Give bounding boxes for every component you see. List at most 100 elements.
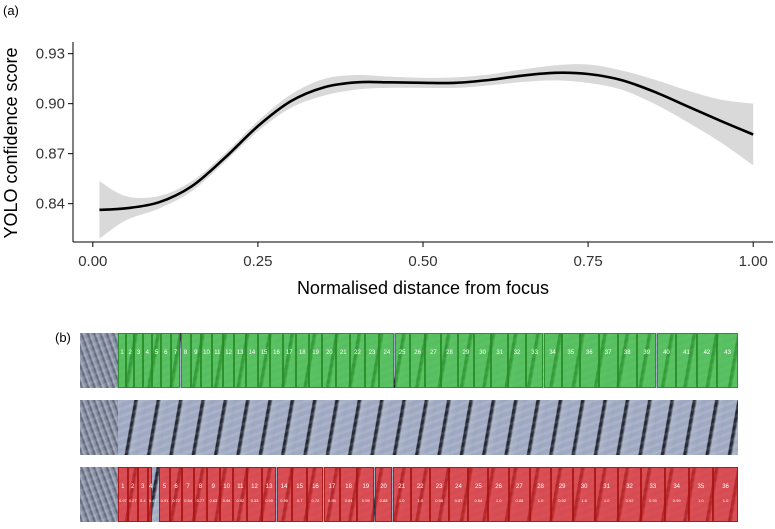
detection-number: 23 (368, 350, 376, 356)
detection-number: 32 (513, 350, 521, 356)
detection-box: 4 (142, 333, 152, 388)
detection-number: 21 (398, 484, 405, 490)
x-axis-label: Normalised distance from focus (297, 278, 549, 298)
detection-number: 19 (362, 484, 370, 490)
detection-number: 30 (580, 484, 588, 490)
detection-confidence: 0.88 (515, 498, 524, 503)
detection-number: 2 (130, 484, 135, 490)
detection-box: 18 (295, 333, 309, 388)
detection-number: 8 (198, 484, 203, 490)
detection-box: 24 0.87 (448, 467, 469, 522)
detection-box: 38 (617, 333, 637, 388)
detection-confidence: 0.92 (236, 498, 245, 503)
detection-number: 24 (455, 484, 462, 490)
detection-number: 2 (128, 350, 132, 356)
detection-box: 26 (409, 333, 426, 388)
detection-box: 7 (170, 333, 181, 388)
detection-number: 4 (145, 350, 149, 356)
detection-box: 21 (336, 333, 351, 388)
detection-box: 15 (257, 333, 271, 388)
detection-box: 2 (126, 333, 135, 388)
panel-a-label: (a) (3, 3, 19, 18)
detection-number: 36 (722, 484, 729, 490)
detection-number: 9 (211, 484, 216, 490)
detection-box: 3 0.4 (137, 467, 148, 522)
detection-confidence: 0.55 (327, 498, 336, 503)
detection-number: 37 (604, 350, 612, 356)
detection-number: 31 (603, 484, 610, 490)
detection-box: 9 (190, 333, 202, 388)
confidence-line-chart: 0.00 0.25 0.50 0.75 1.00 0.84 0.87 0.90 0.93 No… (1, 42, 773, 298)
detection-number: 9 (194, 350, 198, 356)
detection-box: 30 (474, 333, 492, 388)
detection-box: 5 (151, 333, 162, 388)
detection-number: 15 (296, 484, 303, 490)
detection-number: 34 (549, 350, 556, 356)
detection-number: 18 (345, 484, 352, 490)
detection-number: 28 (446, 350, 453, 356)
detection-number: 26 (414, 350, 421, 356)
detection-box: 28 1.0 (529, 467, 552, 522)
detection-number: 36 (585, 350, 593, 356)
detection-confidence: 0.99 (361, 498, 370, 503)
detection-box: 8 (180, 333, 191, 388)
series-line (99, 71, 754, 212)
detection-box: 1 (118, 333, 126, 388)
x-tick-label: 0.00 (78, 253, 107, 270)
detection-box: 15 0.7 (291, 467, 308, 522)
detection-confidence: 0.87 (454, 498, 463, 503)
detection-box: 36 (579, 333, 599, 388)
detection-number: 18 (298, 350, 306, 356)
detection-number: 33 (531, 350, 538, 356)
detection-box: 23 0.98 (429, 467, 449, 522)
detection-box: 40 (656, 333, 677, 388)
detection-box: 25 0.94 (468, 467, 489, 522)
detection-box: 30 1.0 (573, 467, 596, 522)
image-strip-green: 1 2 3 4 5 6 7 8 9 10 11 12 13 14 15 16 17 18 19 20 21 22 23 24 2… (80, 333, 738, 388)
detection-confidence: 0.99 (672, 498, 681, 503)
detection-confidence: 1.0 (537, 498, 544, 503)
detection-number: 41 (683, 350, 690, 356)
detection-confidence: 0.72 (172, 498, 180, 503)
detection-box: 42 (696, 333, 718, 388)
detection-box: 19 (308, 333, 323, 388)
detection-number: 12 (225, 350, 232, 356)
detection-box: 33 0.93 (641, 467, 665, 522)
detection-box: 35 (561, 333, 580, 388)
detection-box: 34 (543, 333, 562, 388)
detection-number: 27 (429, 350, 437, 356)
detection-box: 10 0.94 (219, 467, 234, 522)
detection-confidence: 0.92 (625, 498, 634, 503)
detection-confidence: 0.47 (149, 498, 157, 503)
detection-confidence: 0.63 (209, 498, 218, 503)
detection-box: 22 1.0 (410, 467, 430, 522)
detection-confidence: 0.92 (558, 498, 566, 503)
detection-number: 15 (260, 350, 268, 356)
detection-box: 36 1.0 (713, 467, 738, 522)
detection-box: 22 (350, 333, 365, 388)
x-tick-label: 1.00 (739, 253, 768, 270)
y-axis-label: YOLO confidence score (1, 47, 21, 238)
detection-number: 30 (479, 350, 486, 356)
detection-number: 12 (251, 484, 258, 490)
detection-number: 20 (380, 484, 387, 490)
detection-box: 27 (425, 333, 442, 388)
detection-box: 23 (364, 333, 380, 388)
detection-box: 37 (598, 333, 618, 388)
detection-number: 38 (623, 350, 631, 356)
detection-number: 23 (435, 484, 443, 490)
detection-number: 33 (649, 484, 657, 490)
detection-box: 8 0.77 (194, 467, 207, 522)
detection-box: 41 (676, 333, 697, 388)
detection-box: 14 0.95 (276, 467, 292, 522)
detection-confidence: 0.97 (119, 498, 127, 503)
detection-confidence: 0.98 (265, 498, 273, 503)
detection-box: 13 (234, 333, 246, 388)
detection-confidence: 1.0 (417, 498, 423, 503)
detection-box: 34 0.99 (664, 467, 689, 522)
y-tick-label: 0.84 (36, 196, 65, 213)
detection-number: 29 (462, 350, 470, 356)
detection-confidence: 1.0 (698, 498, 704, 503)
detection-confidence: 0.72 (311, 498, 320, 503)
detection-number: 13 (265, 484, 273, 490)
